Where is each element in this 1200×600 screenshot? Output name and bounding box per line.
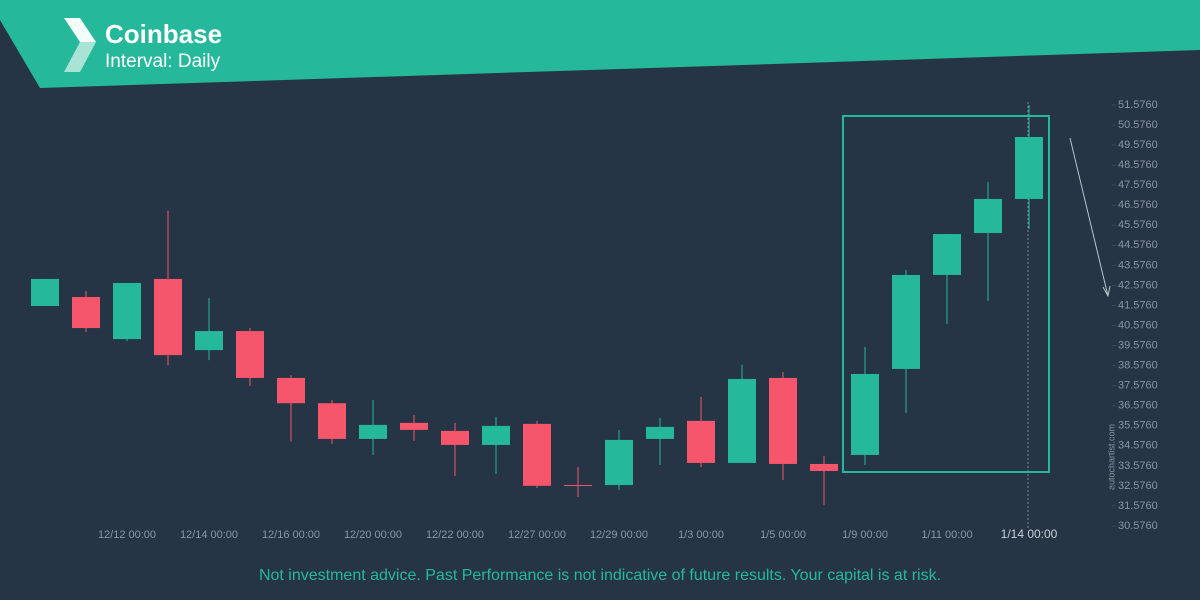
candle-body (154, 278, 182, 356)
pattern-box (842, 115, 1050, 473)
disclaimer: Not investment advice. Past Performance … (259, 567, 941, 584)
x-tick-label: 1/11 00:00 (921, 529, 972, 541)
x-tick-label: 1/9 00:00 (842, 529, 888, 541)
candle-body (359, 424, 387, 439)
candle-body (564, 485, 592, 487)
x-tick-label: 12/12 00:00 (98, 529, 156, 541)
y-tick-label: 41.5760 (1118, 299, 1158, 311)
candle-body (892, 274, 920, 369)
candle-body (31, 278, 59, 306)
y-tick-label: 35.5760 (1118, 420, 1158, 432)
y-tick-label: 31.5760 (1118, 500, 1158, 512)
x-tick-label: 12/14 00:00 (180, 529, 238, 541)
x-tick-label: 1/14 00:00 (1001, 527, 1058, 541)
watermark: autochartist.com (1106, 424, 1116, 490)
y-tick-label: 36.5760 (1118, 400, 1158, 412)
candle-body (318, 403, 346, 439)
x-tick-label: 12/20 00:00 (344, 529, 402, 541)
candle-body (851, 373, 879, 455)
candle-body (482, 425, 510, 445)
candle-body (113, 282, 141, 340)
candle-body (810, 463, 838, 471)
x-tick-label: 1/5 00:00 (760, 529, 806, 541)
candle-body (687, 420, 715, 463)
y-tick-label: 43.5760 (1118, 259, 1158, 271)
candle-body (1015, 136, 1043, 199)
y-tick-label: 44.5760 (1118, 239, 1158, 251)
candle-body (974, 198, 1002, 234)
candle-body (400, 422, 428, 430)
y-tick-label: 38.5760 (1118, 360, 1158, 372)
x-tick-label: 12/29 00:00 (590, 529, 648, 541)
x-tick-label: 1/3 00:00 (678, 529, 724, 541)
y-tick-label: 49.5760 (1118, 139, 1158, 151)
forecast-arrow (1069, 137, 1111, 298)
logo (64, 18, 96, 72)
y-tick-label: 51.5760 (1118, 99, 1158, 111)
y-tick-label: 46.5760 (1118, 199, 1158, 211)
candle-body (646, 426, 674, 439)
candle-body (277, 377, 305, 404)
y-tick-label: 30.5760 (1118, 520, 1158, 532)
y-tick-label: 40.5760 (1118, 319, 1158, 331)
candle-body (72, 296, 100, 329)
candle-body (605, 439, 633, 486)
plot: 30.5760 31.5760 32.5760 33.5760 34.5760 35.57… (31, 99, 1158, 541)
x-tick-label: 12/27 00:00 (508, 529, 566, 541)
candle-body (933, 234, 961, 275)
y-tick-label: 39.5760 (1118, 339, 1158, 351)
y-tick-label: 48.5760 (1118, 159, 1158, 171)
y-tick-label: 34.5760 (1118, 440, 1158, 452)
y-tick-label: 50.5760 (1118, 119, 1158, 131)
x-tick-label: 12/22 00:00 (426, 529, 484, 541)
candle-body (728, 378, 756, 463)
y-tick-label: 45.5760 (1118, 219, 1158, 231)
candle-body (236, 331, 264, 378)
subtitle: Interval: Daily (105, 51, 221, 72)
candle-body (523, 423, 551, 486)
candle-body (769, 377, 797, 464)
y-tick-label: 42.5760 (1118, 279, 1158, 291)
y-tick-label: 47.5760 (1118, 179, 1158, 191)
header-band (0, 0, 1200, 88)
x-tick-label: 12/16 00:00 (262, 529, 320, 541)
candle-body (195, 331, 223, 351)
y-tick-label: 33.5760 (1118, 460, 1158, 472)
y-tick-label: 32.5760 (1118, 480, 1158, 492)
candle-body (441, 430, 469, 445)
y-tick-label: 37.5760 (1118, 380, 1158, 392)
title: Coinbase (105, 19, 222, 49)
